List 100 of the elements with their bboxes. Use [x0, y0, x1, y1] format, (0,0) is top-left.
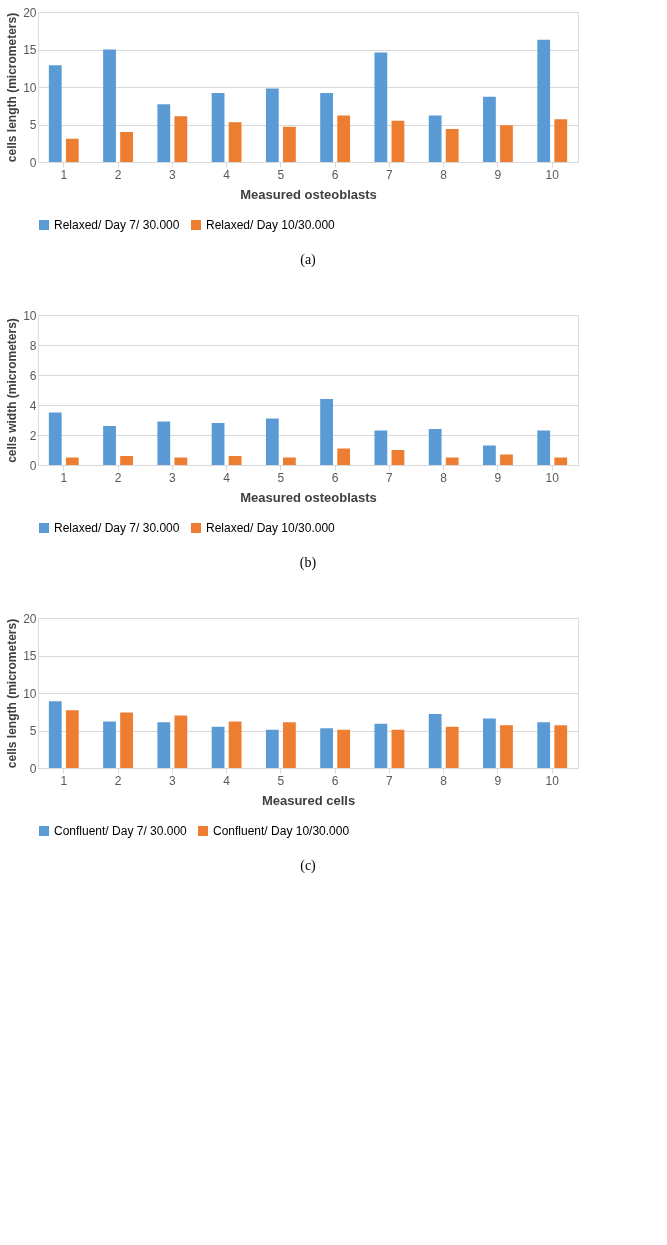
bar — [103, 721, 116, 768]
bar — [120, 456, 133, 465]
bar — [483, 445, 496, 465]
y-tick-label: 10 — [23, 308, 37, 323]
bar — [65, 138, 79, 162]
x-tick-label: 6 — [331, 470, 339, 485]
y-tick-label: 20 — [23, 5, 37, 20]
bar — [174, 715, 188, 768]
bar — [337, 448, 351, 465]
bar — [228, 456, 242, 465]
x-tick-label: 7 — [386, 167, 394, 182]
bar — [445, 457, 459, 465]
x-tick-label: 3 — [168, 773, 176, 788]
bar — [157, 421, 171, 465]
bar — [500, 725, 513, 768]
bar — [283, 126, 296, 162]
bar — [391, 120, 405, 162]
bar — [428, 115, 442, 162]
bar — [537, 430, 551, 465]
bar — [483, 718, 496, 768]
y-tick-label: 10 — [23, 80, 37, 95]
bar — [445, 726, 459, 768]
y-tick-label: 10 — [23, 686, 37, 701]
bar — [211, 93, 225, 162]
bar — [445, 129, 459, 162]
bar — [265, 729, 279, 768]
x-tick-label: 3 — [168, 167, 176, 182]
bar — [500, 454, 513, 465]
bar — [554, 119, 568, 162]
x-tick-label: 7 — [386, 773, 394, 788]
x-tick-label: 1 — [60, 773, 68, 788]
y-tick-label: 6 — [29, 368, 37, 383]
bar — [483, 96, 496, 162]
x-tick-label: 2 — [114, 167, 122, 182]
x-tick-label: 6 — [331, 773, 339, 788]
x-tick-label: 10 — [545, 167, 560, 182]
x-tick-label: 2 — [114, 470, 122, 485]
x-tick-label: 5 — [277, 773, 285, 788]
text: (c) — [300, 858, 317, 874]
x-tick-label: 4 — [223, 470, 231, 485]
text: (a) — [300, 252, 317, 268]
bar — [391, 729, 405, 768]
bar — [157, 722, 171, 768]
bar — [228, 122, 242, 162]
x-tick-label: 1 — [60, 470, 68, 485]
y-tick-label: 5 — [29, 118, 37, 132]
bar — [48, 412, 62, 465]
legend-label: Relaxed/ Day 10/30.000 — [206, 218, 336, 232]
x-tick-label: 10 — [545, 470, 560, 485]
y-tick-label: 2 — [29, 428, 37, 443]
bar — [500, 125, 513, 162]
y-axis-title: cells length (micrometers) — [5, 618, 20, 769]
x-tick-label: 8 — [440, 470, 448, 485]
bar — [65, 457, 79, 465]
legend-label: Relaxed/ Day 7/ 30.000 — [54, 521, 180, 535]
bar — [174, 116, 188, 162]
x-tick-label: 3 — [168, 470, 176, 485]
bar — [320, 93, 333, 162]
x-axis-title: Measured cells — [261, 792, 356, 808]
bar — [211, 423, 225, 465]
bar — [157, 104, 171, 162]
y-axis-title: cells length (micrometers) — [5, 12, 20, 163]
y-tick-label: 4 — [29, 398, 37, 413]
x-tick-label: 1 — [60, 167, 68, 182]
x-tick-label: 9 — [494, 773, 502, 788]
bar — [374, 52, 388, 162]
y-tick-label: 5 — [29, 724, 37, 738]
bar — [554, 457, 568, 465]
x-axis-title: Measured osteoblasts — [240, 186, 377, 202]
bar — [428, 429, 442, 465]
x-tick-label: 9 — [494, 470, 502, 485]
bar — [374, 430, 388, 465]
bar — [391, 450, 405, 465]
bar — [48, 701, 62, 768]
bar — [428, 714, 442, 768]
bar — [374, 723, 388, 768]
legend-label: Confluent/ Day 10/30.000 — [213, 824, 350, 838]
x-tick-label: 8 — [440, 167, 448, 182]
x-tick-label: 8 — [440, 773, 448, 788]
x-tick-label: 5 — [277, 167, 285, 182]
x-tick-label: 4 — [223, 167, 231, 182]
bar — [103, 426, 116, 465]
bar — [283, 722, 296, 768]
bar — [283, 457, 296, 465]
bar — [537, 39, 551, 162]
x-tick-label: 2 — [114, 773, 122, 788]
bar — [120, 132, 133, 162]
bar — [265, 418, 279, 465]
y-axis-title: cells width (micrometers) — [5, 318, 20, 463]
bar — [48, 65, 62, 162]
bar — [103, 49, 116, 162]
bar — [174, 457, 188, 465]
y-tick-label: 0 — [29, 761, 37, 776]
bar — [537, 722, 551, 768]
bar — [211, 726, 225, 768]
legend-label: Confluent/ Day 7/ 30.000 — [54, 824, 188, 838]
y-tick-label: 20 — [23, 611, 37, 626]
y-tick-label: 15 — [23, 43, 37, 57]
x-tick-label: 6 — [331, 167, 339, 182]
x-axis-title: Measured osteoblasts — [240, 489, 377, 505]
